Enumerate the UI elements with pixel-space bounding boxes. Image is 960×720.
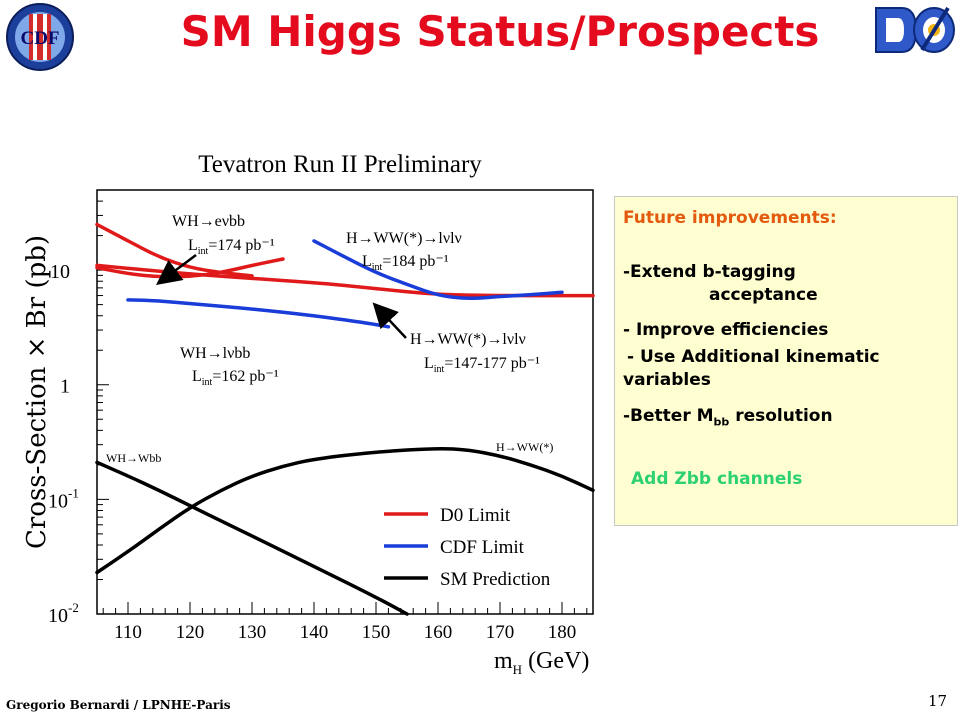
x-tick-label: 140	[300, 622, 329, 643]
y-tick-label: 10	[50, 261, 70, 283]
item-variables: variables	[623, 370, 711, 390]
slide-title: SM Higgs Status/Prospects	[180, 7, 820, 56]
cdf-limit-curve-3	[126, 298, 391, 329]
label-lint-184: Lint=184 pb⁻¹	[362, 253, 449, 273]
item-extend-btagging: -Extend b-tagging	[623, 262, 796, 282]
chart-title: Tevatron Run II Preliminary	[198, 151, 482, 178]
legend-label-sm: SM Prediction	[440, 569, 551, 590]
x-axis-label: mH (GeV)	[494, 648, 589, 677]
x-tick-label: 150	[362, 622, 391, 643]
legend-label-d0: D0 Limit	[440, 505, 511, 526]
arrow-hww-lower	[372, 302, 407, 339]
legend-label-cdf: CDF Limit	[440, 537, 525, 558]
x-tick-label: 130	[238, 622, 267, 643]
label-lint-174: Lint=174 pb⁻¹	[188, 237, 275, 257]
d0-limit-curve-2	[95, 263, 595, 298]
arrow-wh-evbb	[156, 254, 197, 285]
plot-frame	[96, 189, 594, 615]
higgs-limit-chart: Tevatron Run II Preliminary Cross-Sectio…	[22, 151, 595, 677]
future-improvements-title: Future improvements:	[623, 208, 837, 228]
sm-prediction-curve-5	[95, 460, 409, 616]
x-tick-label: 180	[548, 622, 577, 643]
cdf-logo: CDF	[6, 3, 74, 71]
future-improvements-box: Future improvements: -Extend b-tagging a…	[614, 196, 958, 526]
label-hww-upper: H→WW(*)→lνlν	[346, 230, 462, 247]
x-tick-label: 160	[424, 622, 453, 643]
y-tick-label: 1	[60, 376, 70, 398]
item-improve-efficiencies: - Improve efficiencies	[623, 320, 829, 340]
item-add-zbb: Add Zbb channels	[631, 469, 803, 489]
cdf-limit-curve-4	[312, 239, 564, 301]
x-tick-label: 120	[176, 622, 205, 643]
y-axis-label: Cross-Section × Br (pb)	[22, 235, 52, 549]
label-h-ww-sm: H→WW(*)	[496, 440, 553, 454]
item-mbb-resolution: -Better Mbb resolution	[623, 406, 833, 429]
sm-prediction-curve-6	[95, 446, 595, 575]
x-tick-label: 110	[114, 622, 142, 643]
item-kinematic-variables: - Use Additional kinematic	[627, 347, 880, 367]
label-wh-lvbb: WH→lνbb	[180, 345, 250, 362]
footer-author: Gregorio Bernardi / LPNHE-Paris	[6, 698, 231, 712]
label-hww-lower: H→WW(*)→lνlν	[410, 331, 526, 348]
label-wh-wbb: WH→Wbb	[106, 451, 161, 465]
label-wh-evbb: WH→eνbb	[172, 213, 245, 230]
page-number: 17	[928, 692, 948, 710]
d0-limit-curve-0	[95, 222, 254, 278]
svg-text:CDF: CDF	[20, 28, 59, 49]
x-tick-label: 170	[486, 622, 515, 643]
y-tick-label: 10-2	[48, 600, 79, 627]
label-lint-162: Lint=162 pb⁻¹	[192, 368, 279, 388]
legend: D0 Limit CDF Limit SM Prediction	[384, 505, 551, 590]
label-lint-147-177: Lint=147-177 pb⁻¹	[424, 355, 540, 375]
item-acceptance: acceptance	[709, 285, 818, 305]
d0-logo	[875, 6, 955, 53]
y-tick-label: 10-1	[48, 485, 79, 512]
